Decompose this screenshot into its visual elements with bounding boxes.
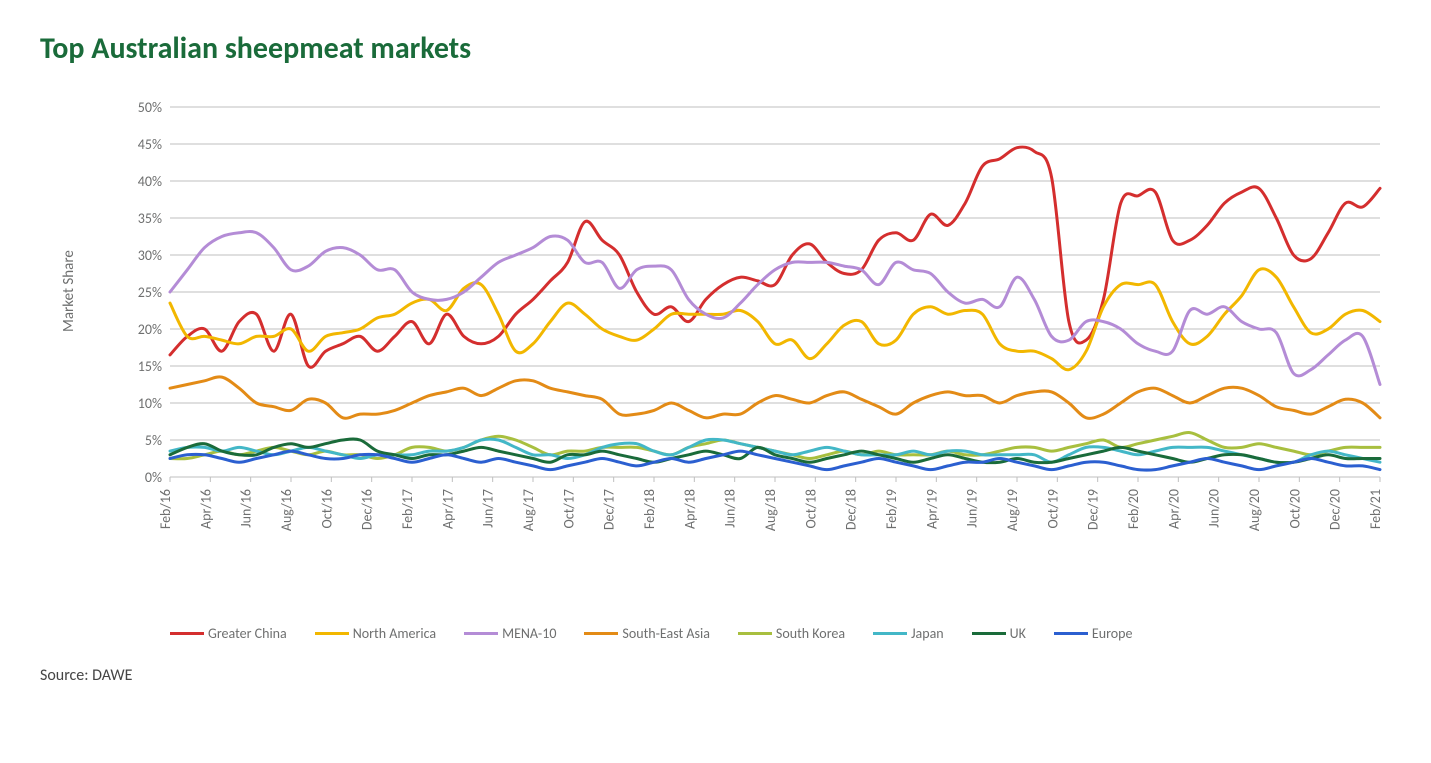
x-tick-label: Oct/20	[1286, 489, 1303, 528]
legend-label: MENA-10	[502, 625, 556, 642]
x-tick-label: Oct/17	[560, 489, 577, 528]
x-tick-label: Feb/19	[883, 489, 900, 529]
legend-item: South-East Asia	[584, 625, 709, 642]
legend-swatch	[170, 632, 204, 635]
y-tick-label: 35%	[138, 210, 162, 227]
legend-label: UK	[1010, 625, 1026, 642]
x-tick-label: Feb/18	[641, 489, 658, 529]
x-tick-label: Feb/16	[157, 489, 174, 529]
legend-swatch	[972, 632, 1006, 635]
chart-container: Market Share 0% 5% 10% 15% 20% 25% 30% 35% 40% 45…	[40, 97, 1391, 642]
x-tick-label: Jun/20	[1206, 489, 1223, 528]
y-tick-label: 45%	[138, 136, 162, 153]
y-tick-label: 5%	[145, 432, 162, 449]
x-tick-label: Dec/20	[1327, 489, 1344, 530]
legend-swatch	[738, 632, 772, 635]
x-tick-label: Feb/20	[1125, 489, 1142, 529]
series-line	[170, 147, 1380, 367]
chart-title: Top Australian sheepmeat markets	[40, 30, 1391, 67]
legend-swatch	[315, 632, 349, 635]
legend-swatch	[873, 632, 907, 635]
source-text: Source: DAWE	[40, 666, 1391, 685]
y-axis-label: Market Share	[60, 250, 78, 332]
legend-label: South Korea	[776, 625, 845, 642]
y-tick-label: 20%	[138, 321, 162, 338]
x-tick-label: Aug/20	[1246, 489, 1263, 531]
y-tick-label: 40%	[138, 173, 162, 190]
legend-item: MENA-10	[464, 625, 556, 642]
legend-item: Europe	[1054, 625, 1133, 642]
x-tick-label: Aug/16	[278, 489, 295, 531]
y-tick-label: 30%	[138, 247, 162, 264]
x-tick-label: Jun/18	[722, 489, 739, 528]
x-tick-label: Aug/18	[762, 489, 779, 531]
x-tick-label: Feb/21	[1367, 489, 1384, 529]
x-tick-label: Apr/18	[681, 489, 698, 529]
x-tick-label: Apr/16	[197, 489, 214, 529]
x-tick-label: Jun/19	[964, 489, 981, 528]
legend-swatch	[464, 632, 498, 635]
x-tick-label: Oct/18	[802, 489, 819, 528]
series-line	[170, 377, 1380, 419]
legend-label: South-East Asia	[622, 625, 709, 642]
legend-item: Japan	[873, 625, 944, 642]
legend-item: South Korea	[738, 625, 845, 642]
line-chart: 0% 5% 10% 15% 20% 25% 30% 35% 40% 45% 50% Feb/16 Apr…	[40, 97, 1390, 617]
x-tick-label: Dec/19	[1085, 489, 1102, 530]
x-tick-label: Aug/17	[520, 489, 537, 531]
x-tick-label: Jun/17	[480, 489, 497, 528]
x-tick-label: Aug/19	[1004, 489, 1021, 531]
x-tick-label: Dec/17	[601, 489, 618, 530]
x-tick-label: Jun/16	[238, 489, 255, 528]
legend-label: North America	[353, 625, 436, 642]
legend-item: Greater China	[170, 625, 287, 642]
series-line	[170, 232, 1380, 385]
x-tick-label: Apr/19	[923, 489, 940, 529]
y-tick-label: 15%	[138, 358, 162, 375]
y-tick-label: 0%	[145, 469, 162, 486]
legend-item: UK	[972, 625, 1026, 642]
x-tick-label: Oct/16	[318, 489, 335, 528]
legend-label: Japan	[911, 625, 944, 642]
legend-label: Europe	[1092, 625, 1133, 642]
legend-label: Greater China	[208, 625, 287, 642]
legend-item: North America	[315, 625, 436, 642]
chart-legend: Greater China North America MENA-10 South-E…	[40, 625, 1391, 642]
y-tick-label: 10%	[138, 395, 162, 412]
x-tick-label: Dec/16	[359, 489, 376, 530]
x-tick-label: Apr/20	[1165, 489, 1182, 529]
y-tick-label: 50%	[138, 99, 162, 116]
x-tick-label: Oct/19	[1044, 489, 1061, 528]
x-tick-label: Apr/17	[439, 489, 456, 529]
y-tick-label: 25%	[138, 284, 162, 301]
x-tick-label: Dec/18	[843, 489, 860, 530]
legend-swatch	[1054, 632, 1088, 635]
legend-swatch	[584, 632, 618, 635]
x-tick-label: Feb/17	[399, 489, 416, 529]
